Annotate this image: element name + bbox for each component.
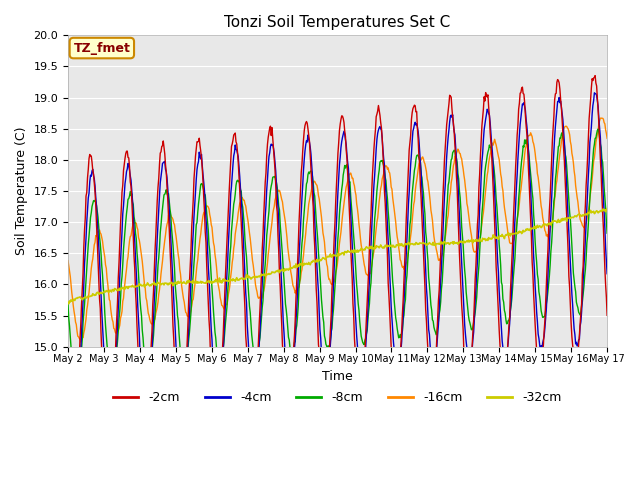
Text: TZ_fmet: TZ_fmet xyxy=(74,42,131,55)
Y-axis label: Soil Temperature (C): Soil Temperature (C) xyxy=(15,127,28,255)
X-axis label: Time: Time xyxy=(322,370,353,383)
Title: Tonzi Soil Temperatures Set C: Tonzi Soil Temperatures Set C xyxy=(225,15,451,30)
Legend: -2cm, -4cm, -8cm, -16cm, -32cm: -2cm, -4cm, -8cm, -16cm, -32cm xyxy=(108,386,567,409)
